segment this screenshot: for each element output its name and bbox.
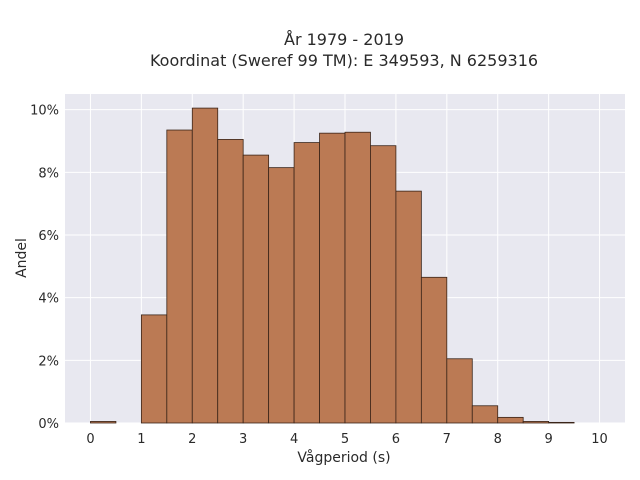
y-tick-label: 8% bbox=[38, 166, 59, 181]
y-tick-label: 6% bbox=[38, 229, 59, 244]
y-tick-label: 4% bbox=[38, 292, 59, 307]
histogram-bar bbox=[90, 421, 117, 424]
histogram-bar bbox=[395, 190, 422, 424]
histogram-bar bbox=[446, 358, 473, 424]
x-tick-labels: 0 1 2 3 4 5 6 7 8 9 10 bbox=[86, 432, 608, 447]
y-tick-labels: 0% 2% 4% 6% 8% 10% bbox=[30, 104, 59, 432]
x-axis-label: Vågperiod (s) bbox=[297, 449, 390, 466]
histogram-bar bbox=[522, 421, 550, 424]
x-tick-label: 4 bbox=[290, 432, 298, 447]
histogram-bar bbox=[268, 167, 295, 424]
histogram-bar bbox=[420, 276, 448, 424]
x-tick-label: 10 bbox=[591, 432, 608, 447]
histogram-bar bbox=[140, 314, 168, 424]
chart-title-line1: År 1979 - 2019 bbox=[284, 30, 404, 49]
y-axis-label: Andel bbox=[14, 238, 30, 278]
histogram-bar bbox=[242, 154, 270, 424]
histogram-bar bbox=[319, 132, 346, 424]
chart-title-line2: Koordinat (Sweref 99 TM): E 349593, N 62… bbox=[150, 51, 538, 70]
x-tick-label: 6 bbox=[392, 432, 400, 447]
histogram-bar bbox=[166, 129, 193, 424]
x-tick-label: 1 bbox=[137, 432, 145, 447]
histogram-bar bbox=[370, 145, 397, 424]
histogram-bar bbox=[497, 416, 524, 424]
histogram-bar bbox=[344, 131, 371, 424]
histogram-bar bbox=[293, 142, 320, 424]
histogram-bar bbox=[217, 139, 244, 424]
histogram-bar bbox=[548, 421, 575, 424]
x-tick-label: 9 bbox=[544, 432, 552, 447]
x-tick-label: 0 bbox=[86, 432, 94, 447]
x-tick-label: 5 bbox=[341, 432, 349, 447]
histogram-bar bbox=[191, 107, 219, 424]
x-tick-label: 3 bbox=[239, 432, 247, 447]
x-tick-label: 7 bbox=[443, 432, 451, 447]
y-tick-label: 10% bbox=[30, 104, 59, 119]
y-tick-label: 2% bbox=[38, 354, 59, 369]
histogram-bars bbox=[90, 107, 575, 424]
y-tick-label: 0% bbox=[38, 417, 59, 432]
x-tick-label: 8 bbox=[494, 432, 502, 447]
x-tick-label: 2 bbox=[188, 432, 196, 447]
histogram-bar bbox=[471, 405, 499, 424]
